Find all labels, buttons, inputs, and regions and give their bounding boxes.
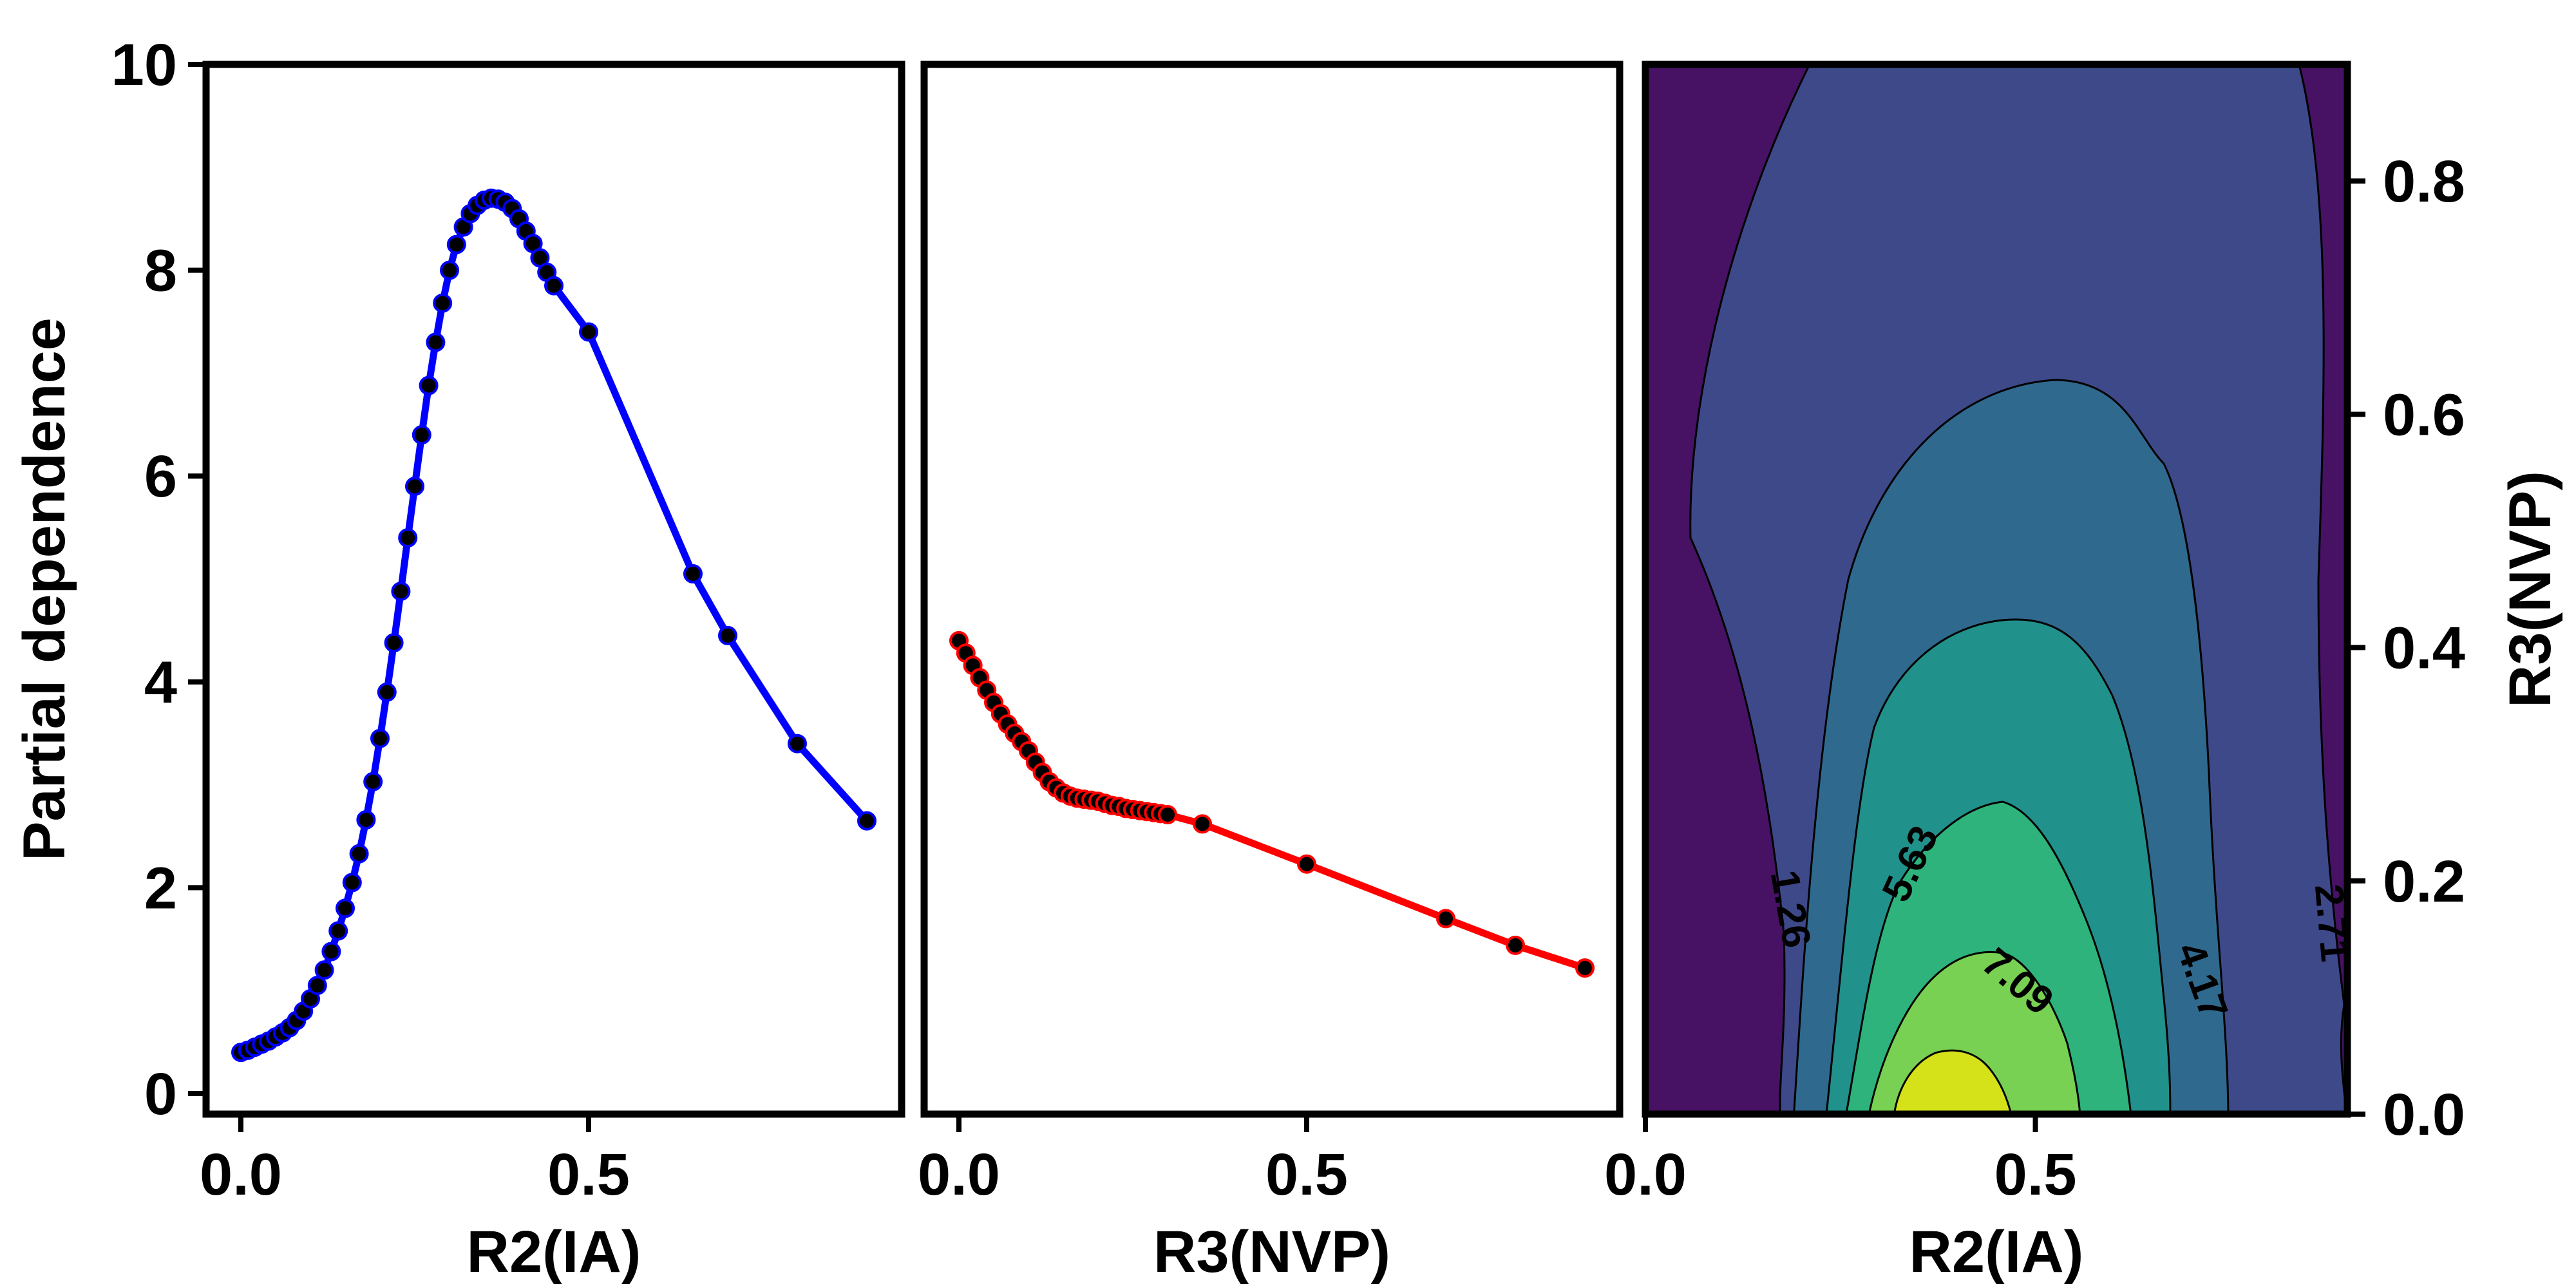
x-axis-label-r2: R2(IA): [467, 1219, 641, 1285]
data-point: [349, 844, 369, 864]
panel-r2-frame: [202, 61, 905, 1118]
data-point: [336, 898, 355, 918]
data-point: [419, 375, 439, 395]
y-tick-label: 0.2: [2383, 849, 2465, 914]
y-tick-label: 8: [144, 238, 177, 304]
data-point: [370, 728, 390, 748]
x-tick-label: 0.5: [1265, 1142, 1348, 1208]
ticks-r2: 0.0 0.5 0 2 4 6 8 10: [111, 32, 630, 1208]
x-axis-label-r3: R3(NVP): [1153, 1219, 1390, 1285]
ticks-r3: 0.0 0.5: [918, 1114, 1348, 1208]
y-tick-label: 10: [111, 32, 177, 98]
data-point: [1193, 814, 1212, 834]
data-point: [307, 976, 327, 996]
y-tick-label: 6: [144, 444, 177, 509]
y-axis-label-right: R3(NVP): [2497, 471, 2563, 708]
data-point: [398, 528, 418, 548]
data-point: [384, 633, 404, 653]
data-point: [314, 960, 334, 980]
x-tick-label: 0.0: [200, 1142, 282, 1208]
data-point: [405, 477, 424, 497]
data-point: [342, 873, 362, 893]
plot-area-r3: [949, 630, 1595, 978]
plot-area-r2: [231, 188, 876, 1063]
series-line: [956, 639, 1586, 972]
contour-band-6: [1893, 1049, 2012, 1114]
data-point: [321, 942, 341, 961]
y-tick-label: 0.4: [2383, 616, 2465, 681]
y-tick-label: 2: [144, 855, 177, 921]
data-point: [363, 772, 383, 791]
y-tick-label: 0.8: [2383, 149, 2465, 214]
data-point: [1575, 958, 1595, 978]
panel-contour-frame: [1642, 61, 2351, 1118]
data-point: [544, 276, 564, 296]
data-point: [1436, 909, 1455, 929]
data-point: [356, 810, 376, 829]
data-point: [328, 921, 348, 941]
data-point: [788, 734, 807, 753]
data-point: [857, 811, 876, 831]
panel-r3-line: 0.0 0.5 R3(NVP): [918, 61, 1624, 1285]
data-point: [440, 260, 459, 280]
x-tick-label: 0.5: [1994, 1142, 2077, 1208]
panel-r2-line: 0.0 0.5 0 2 4 6 8 10 R2(IA) Partial dependence: [12, 32, 905, 1285]
x-tick-label: 0.0: [1604, 1142, 1687, 1208]
panel-r3-frame: [920, 61, 1624, 1118]
data-point: [391, 582, 411, 601]
data-point: [718, 625, 737, 645]
y-axis-label: Partial dependence: [12, 317, 77, 861]
contour-plot-area: [1645, 64, 2347, 1114]
x-tick-label: 0.5: [547, 1142, 630, 1208]
data-point: [377, 682, 397, 702]
x-axis-label-contour: R2(IA): [1909, 1219, 2084, 1285]
x-tick-label: 0.0: [918, 1142, 1000, 1208]
y-tick-label: 0: [144, 1061, 177, 1127]
data-point: [683, 564, 703, 583]
data-point: [446, 234, 466, 254]
data-point: [1158, 805, 1177, 824]
data-point: [412, 425, 431, 445]
data-point: [426, 332, 446, 352]
contour-label-2: 2.71: [2306, 882, 2357, 963]
data-point: [433, 293, 453, 313]
data-point: [579, 322, 598, 342]
y-tick-label: 4: [144, 650, 177, 715]
ticks-contour: 0.0 0.5 0.0 0.2 0.4 0.6 0.8: [1604, 149, 2465, 1208]
y-tick-label: 0.0: [2383, 1082, 2465, 1148]
data-point: [1506, 935, 1525, 955]
y-tick-label: 0.6: [2383, 382, 2465, 448]
panel-contour: 0.0 0.50.00.20.40.60.8 R2(IA) R3(NVP) 1.2…: [1604, 61, 2563, 1285]
data-point: [1297, 854, 1316, 874]
